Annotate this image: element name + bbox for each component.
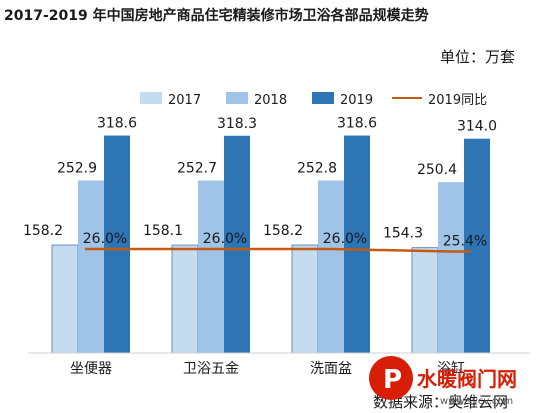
bar-labels-group: 158.2 252.9 318.6 158.1 252.7 318.3 158.2 252.8… — [23, 116, 497, 242]
x-tick-洗面盆: 洗面盆 — [310, 361, 352, 377]
yoy-label-卫浴五金: 26.0% — [203, 231, 247, 247]
legend-swatch-2017 — [140, 92, 162, 104]
watermark-brand: 水暖阀门网 — [417, 367, 517, 391]
yoy-label-浴缸: 25.4% — [443, 234, 487, 250]
legend-label-2018: 2018 — [254, 93, 287, 108]
chart-title: 2017-2019 年中国房地产商品住宅精装修市场卫浴各部品规模走势 — [4, 7, 429, 24]
bar-label-2018-坐便器: 252.9 — [57, 160, 97, 176]
bar-label-2017-坐便器: 158.2 — [23, 223, 63, 239]
legend-label-yoy: 2019同比 — [428, 93, 487, 108]
watermark-glyph: P — [383, 365, 402, 395]
yoy-line-group: 26.0% 26.0% 26.0% 25.4% — [83, 231, 487, 253]
legend-swatch-2018 — [226, 92, 248, 104]
bar-label-2018-洗面盆: 252.8 — [297, 160, 337, 176]
bar-2019-卫浴五金 — [224, 135, 250, 353]
bar-label-2018-浴缸: 250.4 — [417, 162, 457, 178]
x-tick-坐便器: 坐便器 — [70, 361, 112, 377]
bar-label-2019-坐便器: 318.6 — [97, 116, 137, 132]
bar-2018-浴缸 — [438, 182, 464, 353]
bar-label-2017-卫浴五金: 158.1 — [143, 223, 183, 239]
unit-label: 单位：万套 — [440, 48, 515, 66]
bar-2019-浴缸 — [464, 138, 490, 353]
bar-label-2019-洗面盆: 318.6 — [337, 116, 377, 132]
bars-group — [51, 135, 490, 354]
bar-2019-洗面盆 — [344, 135, 370, 353]
watermark-badge — [369, 356, 413, 400]
yoy-line — [85, 247, 471, 253]
yoy-label-洗面盆: 26.0% — [323, 231, 367, 247]
yoy-label-坐便器: 26.0% — [83, 231, 127, 247]
bar-label-2018-卫浴五金: 252.7 — [177, 161, 217, 177]
bar-2017-坐便器 — [51, 244, 79, 354]
watermark-logo: P 水暖阀门网 www.svcv.com — [369, 356, 517, 407]
bar-label-2017-浴缸: 154.3 — [383, 226, 423, 242]
legend-label-2017: 2017 — [168, 93, 201, 108]
bar-2017-浴缸 — [411, 247, 439, 354]
legend: 2017 2018 2019 2019同比 — [140, 92, 487, 108]
bar-2017-洗面盆 — [291, 244, 319, 354]
legend-label-2019: 2019 — [340, 93, 373, 108]
x-tick-labels: 坐便器 卫浴五金 洗面盆 浴缸 — [70, 360, 465, 377]
bar-label-2017-洗面盆: 158.2 — [263, 223, 303, 239]
x-tick-浴缸: 浴缸 — [437, 360, 465, 377]
watermark-url: www.svcv.com — [440, 396, 513, 407]
source-text: 数据来源：奥维云网 — [373, 393, 508, 411]
bar-2018-坐便器 — [78, 180, 104, 353]
bar-2019-坐便器 — [104, 135, 130, 353]
bar-2018-卫浴五金 — [198, 180, 224, 353]
bar-label-2019-浴缸: 314.0 — [457, 119, 497, 135]
legend-swatch-2019 — [312, 92, 334, 104]
bar-2018-洗面盆 — [318, 180, 344, 353]
bar-2017-卫浴五金 — [171, 244, 199, 354]
x-tick-卫浴五金: 卫浴五金 — [183, 361, 239, 377]
bar-label-2019-卫浴五金: 318.3 — [217, 116, 257, 132]
